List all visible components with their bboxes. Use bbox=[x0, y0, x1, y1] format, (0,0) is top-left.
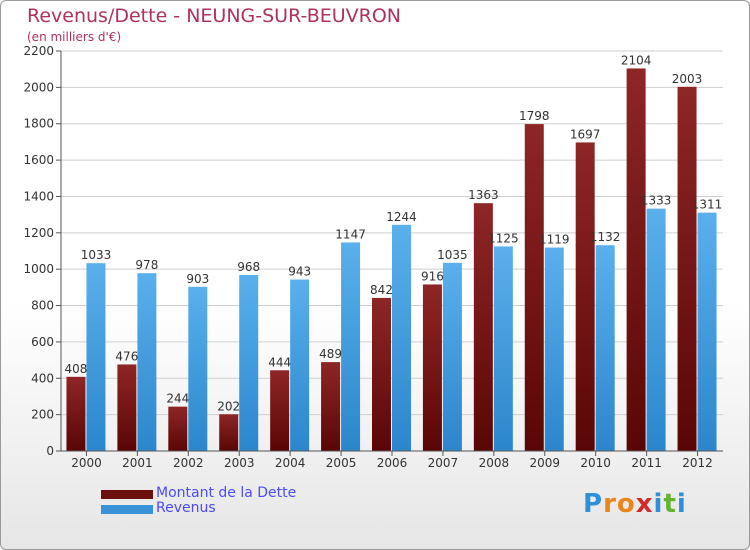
y-tick-label: 600 bbox=[31, 335, 54, 349]
revenue-value-label: 903 bbox=[186, 272, 209, 286]
revenue-value-label: 1132 bbox=[590, 230, 621, 244]
y-tick-label: 0 bbox=[46, 444, 54, 458]
y-tick-label: 400 bbox=[31, 371, 54, 385]
debt-value-label: 489 bbox=[319, 347, 342, 361]
logo-letter: o bbox=[616, 489, 636, 519]
x-tick-label: 2001 bbox=[122, 456, 153, 470]
revenue-bar bbox=[493, 246, 513, 451]
x-tick-label: 2004 bbox=[275, 456, 306, 470]
revenue-value-label: 1244 bbox=[386, 210, 417, 224]
revenue-value-label: 978 bbox=[135, 258, 158, 272]
legend-swatch-revenue bbox=[101, 505, 153, 514]
debt-bar bbox=[117, 364, 137, 451]
revenue-value-label: 1125 bbox=[488, 231, 519, 245]
logo-letter: r bbox=[603, 489, 617, 519]
legend-label-debt: Montant de la Dette bbox=[156, 485, 297, 501]
debt-bar bbox=[575, 142, 595, 452]
revenue-bar bbox=[239, 275, 259, 451]
debt-value-label: 444 bbox=[268, 355, 291, 369]
x-tick-label: 2011 bbox=[631, 456, 662, 470]
revenue-bar bbox=[697, 212, 717, 451]
debt-value-label: 1363 bbox=[468, 188, 499, 202]
y-tick-label: 1200 bbox=[23, 226, 54, 240]
x-tick-label: 2006 bbox=[377, 456, 408, 470]
y-tick-label: 800 bbox=[31, 299, 54, 313]
logo-letter: t bbox=[663, 489, 677, 519]
debt-value-label: 476 bbox=[115, 349, 138, 363]
debt-bar bbox=[168, 406, 188, 451]
x-tick-label: 2012 bbox=[682, 456, 713, 470]
debt-bar bbox=[473, 203, 493, 451]
revenue-value-label: 1035 bbox=[437, 248, 468, 262]
debt-value-label: 1697 bbox=[570, 127, 601, 141]
debt-bar bbox=[66, 376, 86, 451]
debt-bar bbox=[219, 414, 239, 451]
revenue-bar bbox=[392, 224, 411, 451]
revenue-bar bbox=[544, 247, 564, 451]
x-tick-label: 2007 bbox=[428, 456, 459, 470]
debt-bar bbox=[677, 86, 697, 452]
revenue-bar bbox=[290, 279, 310, 451]
x-tick-label: 2010 bbox=[580, 456, 611, 470]
revenue-bar bbox=[595, 245, 615, 451]
revenue-bar bbox=[646, 208, 666, 451]
logo-letter: i bbox=[676, 489, 687, 519]
debt-bar bbox=[524, 124, 544, 451]
revenue-bar bbox=[341, 242, 361, 451]
chart-title: Revenus/Dette - NEUNG-SUR-BEUVRON bbox=[27, 5, 402, 27]
revenue-bar bbox=[442, 262, 462, 451]
debt-bar bbox=[372, 297, 391, 451]
debt-value-label: 408 bbox=[65, 362, 88, 376]
y-tick-label: 1600 bbox=[23, 153, 54, 167]
revenue-value-label: 968 bbox=[237, 260, 260, 274]
revenue-value-label: 1333 bbox=[641, 194, 672, 208]
debt-value-label: 2104 bbox=[621, 53, 652, 67]
debt-value-label: 916 bbox=[421, 269, 444, 283]
debt-value-label: 2003 bbox=[672, 72, 703, 86]
debt-value-label: 202 bbox=[217, 399, 240, 413]
debt-value-label: 842 bbox=[370, 283, 393, 297]
y-tick-label: 200 bbox=[31, 408, 54, 422]
revenue-bar bbox=[188, 286, 208, 451]
debt-value-label: 1798 bbox=[519, 109, 550, 123]
revenue-value-label: 1311 bbox=[692, 198, 723, 212]
logo-letter: x bbox=[635, 489, 654, 519]
debt-bar bbox=[626, 68, 646, 452]
logo-letter: P bbox=[583, 489, 604, 519]
legend-label-revenue: Revenus bbox=[156, 500, 216, 516]
y-tick-label: 1400 bbox=[23, 189, 54, 203]
proxiti-logo: Proxiti bbox=[583, 489, 687, 519]
debt-bar bbox=[270, 370, 290, 451]
debt-value-label: 244 bbox=[166, 392, 189, 406]
revenue-value-label: 1033 bbox=[81, 248, 112, 262]
revenue-value-label: 1147 bbox=[335, 227, 366, 241]
debt-bar bbox=[422, 284, 442, 451]
x-tick-label: 2005 bbox=[326, 456, 357, 470]
revenue-value-label: 943 bbox=[288, 265, 311, 279]
revenue-value-label: 1119 bbox=[539, 233, 570, 247]
legend-swatch-debt bbox=[101, 490, 153, 499]
chart-subtitle: (en milliers d'€) bbox=[27, 30, 122, 44]
x-tick-label: 2003 bbox=[224, 456, 255, 470]
x-tick-label: 2002 bbox=[173, 456, 204, 470]
y-tick-label: 2200 bbox=[23, 44, 54, 58]
logo-letter: i bbox=[653, 489, 664, 519]
debt-bar bbox=[321, 362, 341, 451]
x-tick-label: 2000 bbox=[71, 456, 102, 470]
y-tick-label: 1000 bbox=[23, 262, 54, 276]
y-tick-label: 2000 bbox=[23, 80, 54, 94]
x-tick-label: 2009 bbox=[529, 456, 560, 470]
x-tick-label: 2008 bbox=[479, 456, 510, 470]
y-tick-label: 1800 bbox=[23, 117, 54, 131]
revenue-bar bbox=[137, 273, 157, 451]
revenue-bar bbox=[86, 263, 106, 451]
